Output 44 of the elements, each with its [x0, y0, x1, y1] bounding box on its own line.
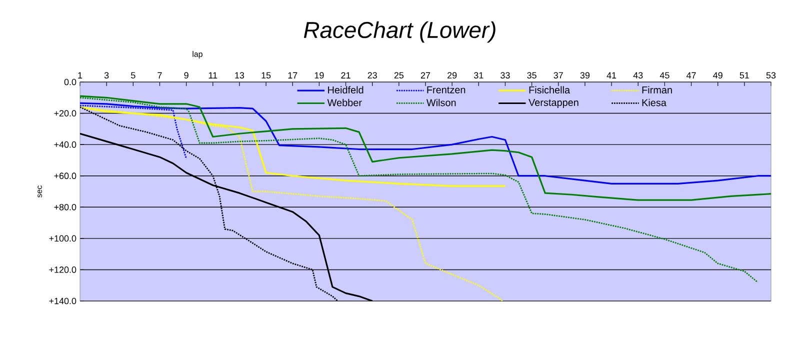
y-tick-label: +100.0 [49, 235, 76, 242]
x-tick-label: 5 [131, 72, 136, 78]
y-tick-label: +80.0 [54, 204, 76, 210]
legend-label: Frentzen [427, 86, 466, 94]
x-tick-label: 9 [184, 72, 188, 78]
x-tick-label: 29 [448, 72, 457, 78]
y-tick-label: +40.0 [54, 141, 76, 148]
x-tick-label: 1 [78, 72, 82, 78]
x-tick-label: 33 [500, 72, 510, 78]
legend-label: Webber [327, 98, 362, 106]
y-tick-label: +20.0 [54, 110, 76, 116]
x-tick-label: 17 [288, 72, 298, 78]
legend-label: Fisichella [529, 86, 570, 94]
x-tick-label: 43 [633, 72, 643, 78]
x-tick-label: 45 [660, 72, 670, 78]
y-tick-label: 0.0 [64, 78, 76, 86]
x-tick-label: 11 [208, 72, 218, 78]
x-tick-label: 31 [474, 72, 484, 78]
x-tick-label: 35 [527, 72, 536, 78]
x-tick-label: 49 [713, 72, 722, 78]
x-tick-label: 47 [686, 72, 696, 78]
x-tick-label: 23 [368, 72, 377, 78]
x-tick-label: 41 [606, 72, 616, 78]
x-tick-label: 15 [262, 72, 271, 78]
x-tick-label: 51 [740, 72, 749, 78]
y-tick-label: +60.0 [54, 172, 76, 180]
x-tick-label: 37 [554, 72, 563, 78]
y-tick-label: +140.0 [49, 298, 76, 304]
x-tick-label: 7 [158, 72, 162, 78]
x-tick-label: 19 [314, 72, 324, 78]
legend-label: Wilson [426, 98, 456, 106]
x-tick-label: 21 [341, 72, 350, 78]
legend-label: Verstappen [528, 99, 578, 108]
x-tick-label: 13 [235, 72, 244, 78]
x-tick-label: 53 [766, 72, 776, 78]
x-tick-label: 39 [580, 72, 590, 78]
legend-label: Firman [642, 86, 672, 94]
x-tick-label: 3 [104, 72, 109, 78]
y-tick-label: +120.0 [49, 266, 76, 273]
legend-label: Heidfeld [328, 86, 364, 94]
chart-title: RaceChart (Lower) [304, 21, 496, 43]
x-tick-label: 25 [394, 72, 404, 78]
x-tick-label: 27 [420, 72, 430, 78]
legend-label: Kiesa [642, 98, 666, 106]
